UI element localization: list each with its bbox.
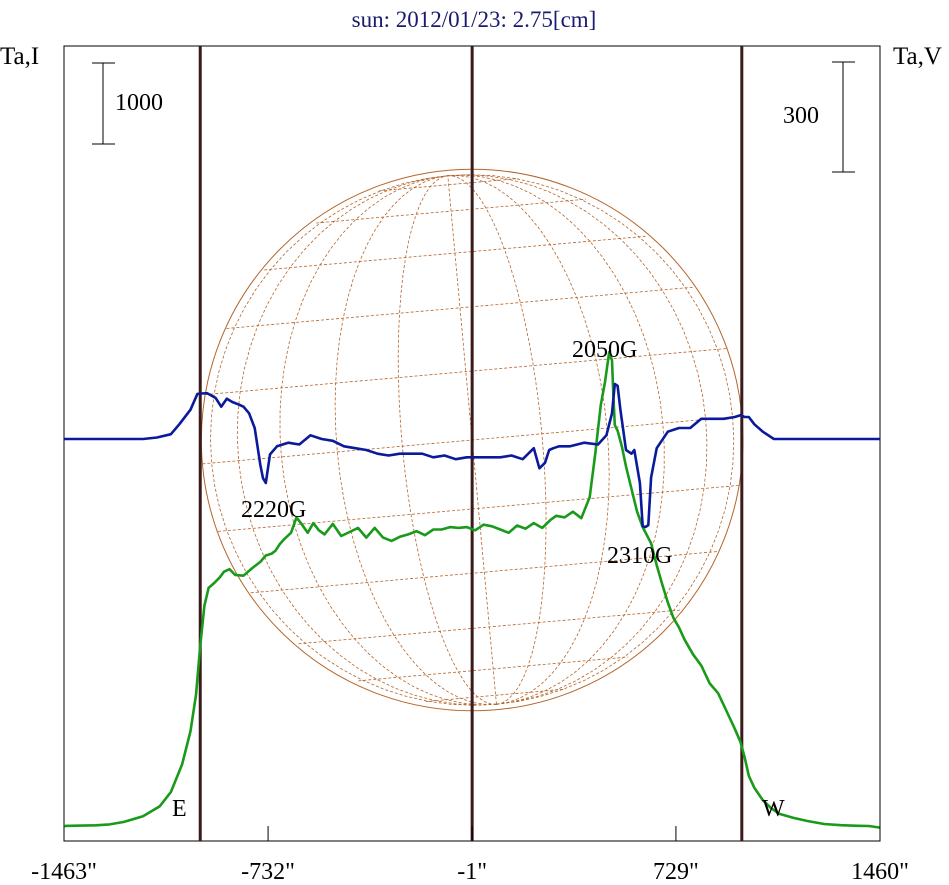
limb-label-east: E [172, 796, 187, 822]
scale-bar-left-label: 1000 [115, 90, 163, 116]
scale-bar-left: 1000 [92, 62, 163, 145]
x-tick-label: 1460" [851, 859, 909, 885]
x-tick-label: 729" [653, 859, 699, 885]
intensity-series-line [63, 350, 881, 829]
polarization-series-line [64, 382, 880, 529]
scale-bar-right-label: 300 [783, 103, 819, 129]
scale-bar-right: 300 [783, 61, 855, 173]
annotation-2050g: 2050G [572, 337, 637, 363]
x-tick-label: -1463" [31, 859, 97, 885]
annotation-2310g: 2310G [607, 543, 672, 569]
x-tick-label: -732" [241, 859, 295, 885]
x-axis: -1463" -732" -1" 729" 1460" [31, 826, 909, 885]
limb-label-west: W [762, 796, 785, 822]
y-axis-label-right: Ta,V [893, 43, 942, 70]
series-layer [63, 350, 881, 829]
y-axis-label-left: Ta,I [0, 43, 39, 70]
limb-and-center-lines [198, 46, 744, 841]
x-tick-label: -1" [457, 859, 487, 885]
chart-title: sun: 2012/01/23: 2.75[cm] [352, 7, 597, 32]
annotation-2220g: 2220G [241, 497, 306, 523]
